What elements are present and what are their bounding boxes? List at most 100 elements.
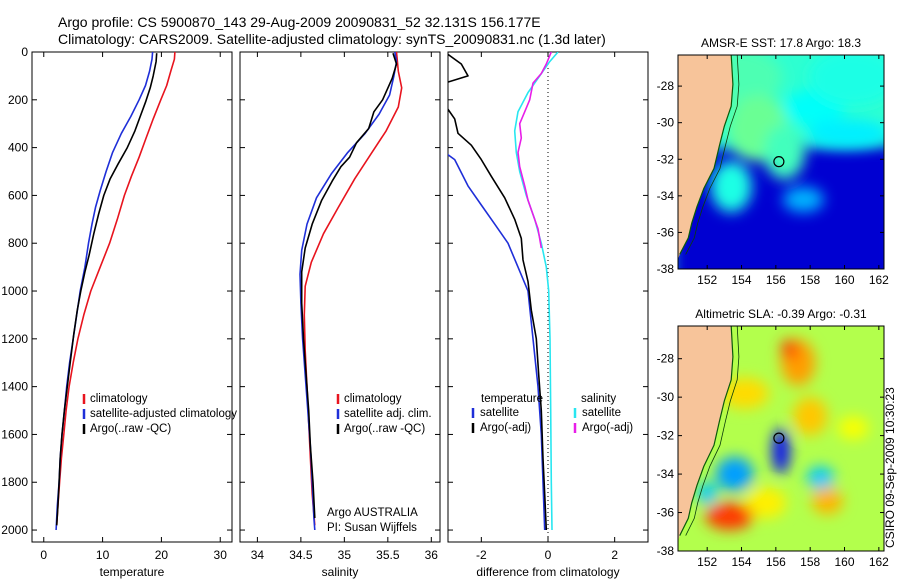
salinity-xlabel: salinity: [322, 565, 359, 579]
amsre_sst_map-anomaly-blob: [806, 119, 884, 149]
altimetric_sla_map-anomaly-blob: [793, 397, 828, 436]
amsre_sst_map-y-tick-label: -34: [657, 189, 675, 203]
salinity-legend-label: Argo(..raw -QC): [344, 423, 425, 435]
altimetric_sla_map-anomaly-blob: [715, 456, 754, 492]
difference-legend-label: Argo(-adj): [582, 422, 633, 434]
altimetric_sla_map-x-tick-label: 154: [732, 555, 752, 569]
depth-tick-label: 400: [8, 141, 28, 155]
temperature-x-tick-label: 0: [40, 548, 47, 562]
temperature-axes: [31, 51, 233, 543]
temperature-legend-label: climatology: [90, 393, 148, 405]
pi-label: PI: Susan Wijffels: [327, 522, 417, 534]
altimetric_sla_map-title: Altimetric SLA: -0.39 Argo: -0.31: [695, 307, 867, 321]
csiro-timestamp: CSIRO 09-Sep-2009 10:30:23: [883, 387, 897, 548]
altimetric_sla_map-anomaly-blobs: [696, 339, 869, 530]
amsre_sst_map-field: [678, 55, 884, 269]
amsre_sst_map-anomaly-blob: [808, 55, 884, 107]
amsre_sst_map-y-tick-label: -38: [657, 262, 675, 276]
altimetric_sla_map-anomaly-blob: [837, 416, 869, 440]
salinity-legend-label: climatology: [344, 393, 402, 405]
difference-series-argo-adj-: [448, 53, 548, 531]
salinity-x-tick-label: 35.5: [376, 548, 400, 562]
amsre_sst_map-argo-position-marker: [773, 156, 785, 168]
altimetric_sla_map-x-tick-label: 158: [800, 555, 820, 569]
amsre_sst_map-y-tick-label: -36: [657, 225, 675, 239]
amsre_sst_map-anomaly-blob: [763, 124, 806, 180]
temperature-series-argo-raw-qc-: [55, 53, 158, 526]
difference-legend-group-salinity: salinity: [581, 393, 616, 405]
depth-tick-label: 1200: [1, 332, 28, 346]
amsre_sst_map-x-tick-label: 158: [800, 273, 820, 287]
altimetric_sla_map-field: [678, 326, 884, 551]
difference-x-tick-label: 2: [611, 548, 618, 562]
difference-series-satellite: [448, 153, 546, 531]
amsre_sst_map-y-tick-label: -28: [657, 79, 675, 93]
depth-tick-label: 1800: [1, 475, 28, 489]
temperature-legend-label: satellite-adjusted climatology: [90, 408, 237, 420]
depth-tick-label: 0: [21, 45, 28, 59]
amsre_sst_map-frame: [677, 54, 885, 270]
altimetric_sla_map-anomaly-blob: [696, 481, 718, 505]
amsre_sst_map-title: AMSR-E SST: 17.8 Argo: 18.3: [701, 36, 861, 50]
amsre_sst_map-x-tick-label: 160: [835, 273, 855, 287]
difference-legend-label: satellite: [582, 407, 621, 419]
sla-map: Altimetric SLA: -0.39 Argo: -0.31 152 154 1…: [657, 307, 890, 569]
depth-tick-label: 2000: [1, 523, 28, 537]
amsre_sst_map-coastline: [679, 55, 734, 255]
salinity-x-tick-label: 34: [251, 548, 265, 562]
altimetric_sla_map-anomaly-blob: [806, 466, 835, 490]
salinity-series-argo-raw-qc-: [300, 52, 398, 519]
depth-tick-label: 1400: [1, 380, 28, 394]
amsre_sst_map-y-tick-label: -30: [657, 116, 675, 130]
altimetric_sla_map-y-tick-label: -28: [657, 352, 675, 366]
temperature-x-tick-label: 30: [214, 548, 228, 562]
temperature-x-tick-label: 20: [155, 548, 169, 562]
depth-tick-label: 200: [8, 93, 28, 107]
amsre_sst_map-anomaly-blob: [710, 161, 752, 213]
altimetric_sla_map-argo-position-marker: [773, 432, 785, 444]
amsre_sst_map-x-tick-label: 156: [766, 273, 786, 287]
difference-xlabel: difference from climatology: [476, 565, 619, 579]
altimetric_sla_map-shelf-contour: [685, 326, 740, 536]
difference-plot: -2 0 2 difference from climatology temperatu…: [448, 51, 648, 579]
altimetric_sla_map-y-tick-label: -34: [657, 467, 675, 481]
amsre_sst_map-anomaly-blob: [782, 186, 824, 213]
altimetric_sla_map-anomaly-blob: [811, 487, 843, 515]
altimetric_sla_map-x-tick-label: 152: [697, 555, 717, 569]
temperature-series-climatology: [55, 52, 176, 526]
argo-program-label: Argo AUSTRALIA: [327, 507, 418, 519]
altimetric_sla_map-y-tick-label: -32: [657, 429, 675, 443]
salinity-x-tick-label: 34.5: [289, 548, 313, 562]
salinity-plot: 34 34.5 35 35.5 36 salinity climatology satelli…: [240, 51, 440, 579]
difference-series-argo-adj-: [517, 52, 553, 249]
salinity-legend-label: satellite adj. clim.: [344, 408, 432, 420]
salinity-x-tick-label: 35: [338, 548, 352, 562]
altimetric_sla_map-coastline: [679, 326, 734, 536]
amsre_sst_map-shelf-contour: [685, 55, 740, 255]
temperature-legend-label: Argo(..raw -QC): [90, 423, 171, 435]
difference-x-tick-label: 0: [545, 548, 552, 562]
salinity-axes: [239, 51, 441, 543]
altimetric_sla_map-y-tick-label: -30: [657, 390, 675, 404]
difference-x-tick-label: -2: [476, 548, 487, 562]
difference-legend-group-temperature: temperature: [481, 393, 543, 405]
altimetric_sla_map-x-tick-label: 160: [835, 555, 855, 569]
depth-tick-label: 600: [8, 188, 28, 202]
difference-legend-label: Argo(-adj): [480, 422, 531, 434]
amsre_sst_map-land: [678, 55, 733, 260]
temperature-x-tick-label: 10: [96, 548, 110, 562]
depth-tick-label: 1000: [1, 284, 28, 298]
altimetric_sla_map-anomaly-blob: [772, 427, 790, 475]
altimetric_sla_map-frame: [677, 325, 885, 552]
sst-map: AMSR-E SST: 17.8 Argo: 18.3 152 154 156 158 1…: [657, 36, 890, 287]
temperature-series-group: [55, 52, 176, 531]
altimetric_sla_map-anomaly-blob: [720, 377, 769, 409]
salinity-series-climatology: [303, 52, 403, 526]
altimetric_sla_map-anomaly-blob: [705, 502, 754, 530]
salinity-x-tick-label: 36: [425, 548, 439, 562]
difference-legend-label: satellite: [480, 407, 519, 419]
amsre_sst_map-y-tick-label: -32: [657, 152, 675, 166]
temperature-plot: 0 10 20 30 0 200 400 600 800 1000 1200 1400 1600 1800…: [1, 45, 237, 579]
depth-tick-label: 1600: [1, 427, 28, 441]
